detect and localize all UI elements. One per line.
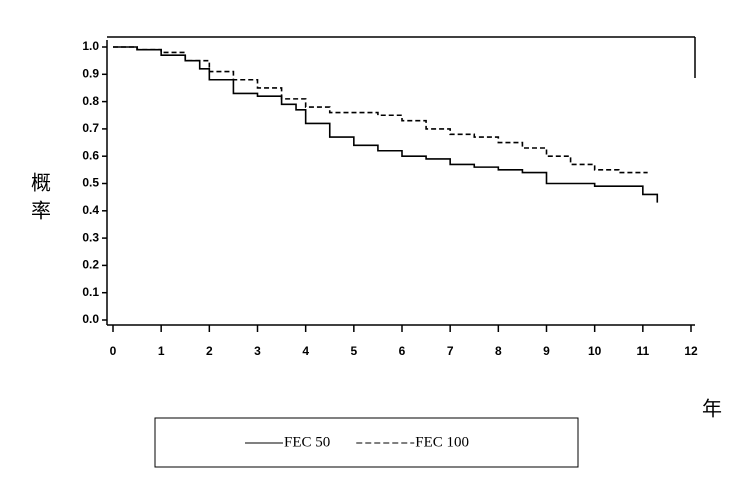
y-tick-label: 0.5 <box>82 176 99 190</box>
x-tick-label: 2 <box>206 344 213 358</box>
x-tick-label: 5 <box>350 344 357 358</box>
y-tick-label: 0.4 <box>82 203 99 217</box>
x-tick-label: 0 <box>110 344 117 358</box>
y-tick-label: 0.1 <box>82 285 99 299</box>
legend-label: FEC 50 <box>284 434 330 450</box>
x-tick-label: 4 <box>302 344 309 358</box>
x-tick-label: 8 <box>495 344 502 358</box>
x-tick-label: 3 <box>254 344 261 358</box>
y-tick-label: 0.6 <box>82 148 99 162</box>
y-tick-label: 0.2 <box>82 258 99 272</box>
y-tick-label: 1.0 <box>82 39 99 53</box>
x-tick-label: 1 <box>158 344 165 358</box>
legend-label: FEC 100 <box>415 434 469 450</box>
y-tick-label: 0.9 <box>82 66 99 80</box>
y-axis-label: 概率 <box>28 172 52 228</box>
y-tick-label: 0.3 <box>82 230 99 244</box>
x-tick-label: 6 <box>399 344 406 358</box>
y-tick-label: 0.7 <box>82 121 99 135</box>
survival-curve <box>113 46 648 174</box>
survival-curve <box>113 46 659 203</box>
x-tick-label: 7 <box>447 344 454 358</box>
x-tick-label: 12 <box>684 344 698 358</box>
y-tick-label: 0.8 <box>82 94 99 108</box>
legend-box <box>154 417 579 468</box>
x-tick-label: 9 <box>543 344 550 358</box>
x-axis-label: 年 <box>702 397 722 421</box>
x-tick-label: 10 <box>588 344 602 358</box>
y-tick-label: 0.0 <box>82 312 99 326</box>
x-tick-label: 11 <box>636 344 649 358</box>
